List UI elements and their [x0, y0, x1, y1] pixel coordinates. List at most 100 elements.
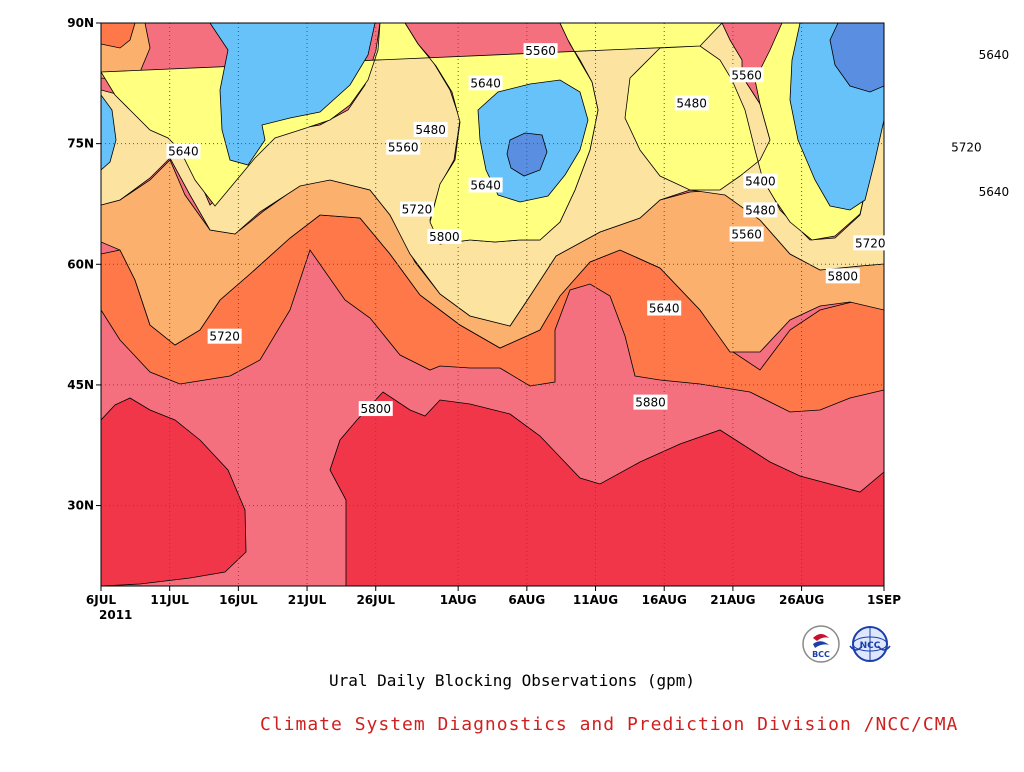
x-tick-label: 11JUL: [150, 593, 189, 607]
contour-label-box: [729, 67, 764, 83]
y-axis: 30N 45N 60N 75N 90N: [67, 16, 101, 513]
svg-text:NCC: NCC: [860, 641, 881, 651]
contour-label-text: 5640: [470, 76, 501, 90]
contour-label: 5800: [427, 228, 462, 244]
contour-label-text: 5720: [402, 203, 433, 217]
grid-lines: [101, 23, 884, 586]
contour-label: 5720: [853, 235, 888, 251]
contour-label-box: [743, 173, 778, 189]
contour-label-box: [633, 394, 668, 410]
contour-label-text: 5560: [388, 141, 419, 155]
credit-line: Climate System Diagnostics and Predictio…: [260, 714, 959, 735]
contour-bands: [101, 23, 884, 586]
contour-label: 5560: [729, 226, 764, 242]
chart-title: Ural Daily Blocking Observations (gpm): [328, 671, 696, 690]
y-tick-label: 90N: [67, 16, 94, 30]
y-tick-label: 75N: [67, 137, 94, 151]
x-axis: 6JUL 11JUL 16JUL 21JUL 26JUL 1AUG 6AUG 11AUG 16A…: [86, 586, 901, 607]
x-tick-label: 26JUL: [356, 593, 395, 607]
contour-label-box: [207, 328, 242, 344]
contour-label: 5640: [647, 300, 682, 316]
y-tick-label: 60N: [67, 257, 94, 271]
x-tick-label: 16AUG: [642, 593, 687, 607]
contour-label-box: [386, 139, 421, 155]
contour-label: 5480: [413, 121, 448, 137]
contour-label-box: [825, 268, 860, 284]
contour-label-box: [853, 235, 888, 251]
x-tick-label: 21AUG: [710, 593, 755, 607]
contour-label: 5800: [825, 268, 860, 284]
x-tick-label: 16JUL: [219, 593, 258, 607]
contour-labels: 5560 5560 5640 5480 5640 5480 5560 5640 5720 5400…: [166, 43, 1011, 417]
contour-label: 5560: [386, 139, 421, 155]
contour-label-box: [358, 401, 393, 417]
svg-text:BCC: BCC: [812, 650, 830, 659]
band-gt-5880: [101, 391, 884, 586]
contour-label-text: 5880: [635, 396, 666, 410]
contour-label: 5560: [523, 43, 558, 59]
contour-label-text: 5640: [979, 48, 1010, 62]
contour-label: 5640: [468, 177, 503, 193]
y-tick-label: 30N: [67, 499, 94, 513]
contour-label-box: [949, 139, 984, 155]
contour-label-text: 5400: [745, 174, 776, 188]
contour-label: 5880: [633, 394, 668, 410]
contour-label-text: 5800: [828, 269, 859, 283]
contour-label-box: [743, 202, 778, 218]
x-tick-label: 1SEP: [867, 593, 901, 607]
plot-frame: [100, 22, 885, 587]
contour-label-text: 5800: [360, 402, 391, 416]
contour-label: 5720: [207, 328, 242, 344]
ncc-logo: NCC: [846, 624, 891, 664]
contour-label-text: 5480: [676, 96, 707, 110]
x-tick-label: 26AUG: [779, 593, 824, 607]
contour-label: 5800: [358, 401, 393, 417]
contour-label: 5480: [674, 95, 709, 111]
contour-label-text: 5560: [731, 68, 762, 82]
contour-label-box: [413, 121, 448, 137]
contour-label-text: 5640: [168, 145, 199, 159]
x-tick-label: 6AUG: [508, 593, 545, 607]
contour-label-text: 5720: [951, 141, 982, 155]
contour-label: 5560: [729, 67, 764, 83]
contour-label-text: 5480: [745, 203, 776, 217]
contour-label-box: [468, 177, 503, 193]
contour-label: 5720: [949, 139, 984, 155]
contour-label-box: [729, 226, 764, 242]
contour-label: 5640: [468, 75, 503, 91]
contour-label-text: 5720: [209, 330, 240, 344]
contour-label-text: 5640: [649, 302, 680, 316]
y-tick-label: 45N: [67, 378, 94, 392]
contour-label-box: [427, 228, 462, 244]
contour-label-text: 5480: [415, 123, 446, 137]
x-tick-label: 6JUL: [86, 593, 117, 607]
contour-label-box: [523, 43, 558, 59]
contour-label: 5640: [976, 183, 1011, 199]
contour-label-box: [468, 75, 503, 91]
band-lt-5400: [506, 23, 884, 177]
x-tick-label: 1AUG: [440, 593, 477, 607]
contour-label: 5640: [976, 47, 1011, 63]
contour-label-box: [976, 47, 1011, 63]
contour-label-text: 5560: [731, 228, 762, 242]
contour-label: 5640: [166, 143, 201, 159]
contour-label-box: [647, 300, 682, 316]
contour-label: 5720: [399, 201, 434, 217]
contour-label-text: 5560: [525, 44, 556, 58]
contour-label: 5400: [743, 173, 778, 189]
x-tick-label: 21JUL: [288, 593, 327, 607]
contour-label-text: 5800: [429, 230, 460, 244]
bcc-logo: BCC: [801, 624, 841, 664]
contour-label-text: 5720: [855, 236, 886, 250]
band-5400-5480: [101, 23, 884, 211]
contour-label-box: [976, 183, 1011, 199]
x-year-label: 2011: [99, 608, 132, 622]
contour-label-box: [399, 201, 434, 217]
contour-label: 5480: [743, 202, 778, 218]
contour-label-box: [674, 95, 709, 111]
contour-label-text: 5640: [979, 185, 1010, 199]
x-tick-label: 11AUG: [573, 593, 618, 607]
contour-label-box: [166, 143, 201, 159]
